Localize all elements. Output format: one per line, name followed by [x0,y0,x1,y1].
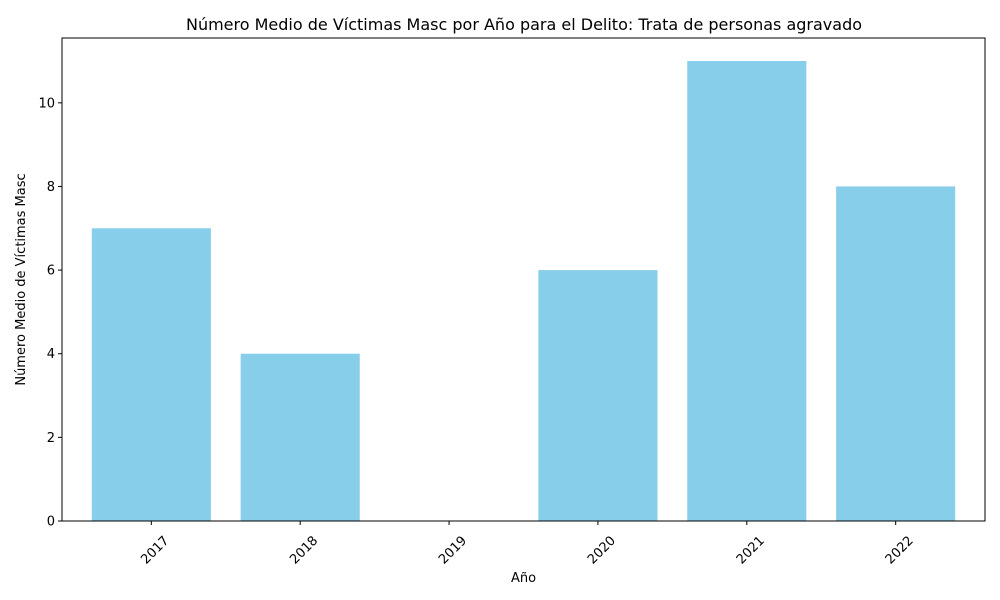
x-axis: 2017 2018 2019 2020 2021 2022 [138,521,917,567]
bar-2018 [240,353,360,521]
x-axis-label: Año [511,571,536,586]
y-axis: 0 2 4 6 8 10 [38,96,62,530]
y-tick-label: 0 [47,515,55,530]
x-tick-label: 2021 [734,533,768,567]
x-tick-label: 2018 [287,533,321,567]
bar-2020 [538,270,658,521]
x-tick-label: 2019 [436,533,470,567]
x-tick-label: 2022 [883,533,917,567]
chart-title: Número Medio de Víctimas Masc por Año pa… [186,15,862,34]
x-tick-label: 2020 [585,533,619,567]
bar-2017 [91,228,211,522]
y-tick-label: 4 [47,347,55,362]
bars-group [91,61,956,522]
bar-2021 [687,61,807,521]
y-axis-label: Número Medio de Víctimas Masc [14,173,29,385]
y-tick-label: 6 [47,264,55,279]
y-tick-label: 8 [47,180,55,195]
y-tick-label: 2 [47,431,55,446]
y-tick-label: 10 [38,96,55,111]
plot-frame [61,37,986,522]
bar-2022 [836,186,956,522]
x-tick-label: 2017 [138,533,172,567]
